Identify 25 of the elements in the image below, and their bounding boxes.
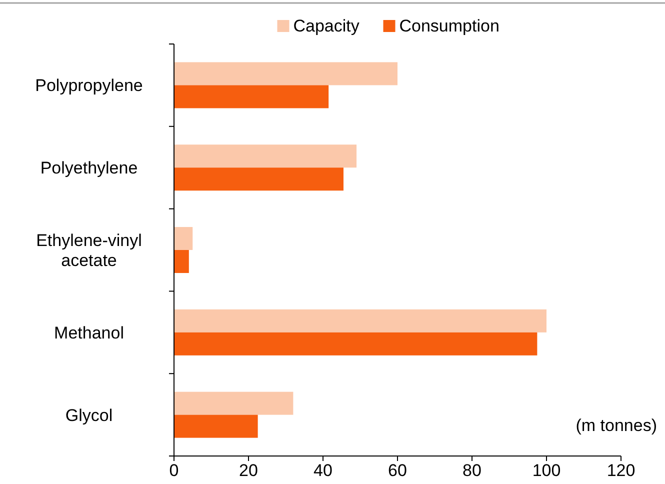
bar — [174, 227, 193, 250]
bar — [174, 309, 546, 332]
x-tick-label: 60 — [388, 461, 407, 480]
bar — [174, 250, 189, 273]
bar — [174, 332, 538, 356]
y-tick-label: Polyethylene — [40, 158, 138, 178]
y-tick-label: Methanol — [54, 322, 124, 342]
x-tick-label: 0 — [169, 461, 179, 480]
x-tick-label: 100 — [532, 461, 561, 480]
x-tick-label: 80 — [462, 461, 482, 480]
x-tick-label: 20 — [239, 461, 258, 480]
bar — [174, 168, 344, 191]
y-tick-label: Polypropylene — [35, 76, 143, 95]
annotation: (m tonnes) — [576, 416, 657, 435]
bar — [174, 85, 329, 108]
legend-label: Capacity — [293, 16, 360, 36]
legend-label: Consumption — [399, 16, 500, 36]
y-tick-label: Glycol — [65, 405, 113, 424]
x-tick-label: 120 — [606, 461, 636, 480]
bar — [174, 414, 258, 438]
bar — [174, 392, 294, 415]
x-tick-label: 40 — [314, 461, 332, 480]
y-tick-label: Ethylene-vinyl acetate — [36, 230, 142, 270]
bar — [174, 144, 357, 168]
bar — [174, 62, 398, 86]
